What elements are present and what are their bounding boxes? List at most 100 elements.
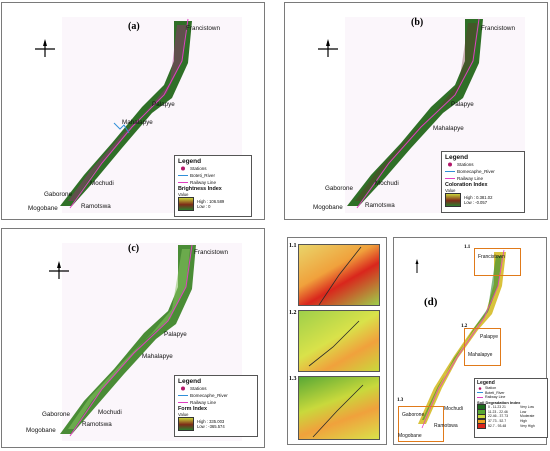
city-mogobane-b: Mogobane: [313, 204, 343, 211]
city-mogobane-c: Mogobane: [26, 427, 56, 434]
inset-1-3-label: 1.3: [289, 376, 297, 382]
city-francistown-c: Francistown: [194, 249, 228, 256]
city-mahalapye-d: Mahalapye: [468, 352, 493, 358]
legend-c-river: Bomecaphe_River: [178, 393, 228, 398]
legend-b-ramp: [445, 193, 461, 207]
city-gaborone-b: Gaborone: [325, 185, 354, 192]
north-arrow-d: [410, 258, 424, 276]
legend-d-class-range: 11.23 - 22.46: [488, 409, 508, 414]
legend-b: Legend Stations Bomecaphe_River Railway …: [441, 151, 525, 213]
zoom-box-1-3-label: 1.3: [397, 398, 404, 403]
panel-d-label: (d): [424, 296, 438, 308]
zoom-box-1-3: [398, 406, 444, 442]
zoom-box-1-2-label: 1.2: [461, 324, 468, 329]
city-palapye-a: Palapye: [152, 101, 175, 108]
legend-a-value: Value: [178, 192, 189, 197]
legend-a-river: Boteti_River: [178, 173, 216, 178]
city-gaborone-a: Gaborone: [44, 191, 73, 198]
legend-d-class-label: Very High: [520, 424, 535, 429]
legend-c-railway: Railway Line: [178, 400, 217, 405]
legend-c-title: Legend: [178, 378, 202, 385]
city-francistown-a: Francistown: [186, 25, 220, 32]
city-francistown-b: Francistown: [481, 25, 515, 32]
city-mochudi-c: Mochudi: [98, 409, 122, 416]
legend-a-stations: Stations: [178, 165, 248, 172]
legend-d-class-range: 52.7 - 93.48: [488, 424, 507, 429]
north-arrow-b: [315, 37, 341, 61]
legend-b-value: Value: [445, 188, 456, 193]
panel-d-insets: 1.1 1.2 1.3: [287, 237, 387, 445]
panel-c: (c) Francistown Palapye Mahalapye Mochud…: [1, 228, 265, 448]
legend-d-railway: Railway Line: [477, 395, 506, 400]
legend-d-index: Soil Degradation Index: [477, 399, 521, 405]
legend-a-index: Brightness Index: [178, 186, 222, 192]
city-mochudi-b: Mochudi: [375, 180, 399, 187]
city-mahalapye-b: Mahalapye: [433, 125, 464, 132]
legend-d-classes: 0 - 11.23 21 Very Low 11.23 - 22.46 Low 22.4…: [477, 404, 545, 429]
city-mochudi-a: Mochudi: [90, 180, 114, 187]
city-ramotswa-b: Ramotswa: [365, 202, 395, 209]
legend-d-station: Station: [477, 386, 545, 391]
legend-b-low: Low : -0.057: [464, 200, 488, 205]
legend-d-river: Boteti_River: [477, 390, 505, 395]
city-gaborone-c: Gaborone: [42, 411, 71, 418]
legend-c-index: Form Index: [178, 406, 208, 412]
city-mahalapye-c: Mahalapye: [142, 353, 173, 360]
legend-d-class-range: 22.46 - 37.73: [488, 414, 508, 419]
legend-d-class-label: Very Low: [520, 404, 534, 409]
city-mochudi-d: Mochudi: [444, 406, 463, 412]
city-palapye-b: Palapye: [451, 101, 474, 108]
zoom-box-1-1: [474, 248, 521, 276]
city-mogobane-d: Mogobane: [398, 433, 422, 439]
zoom-box-1-2: [464, 328, 501, 366]
north-arrow-a: [32, 37, 58, 61]
city-mogobane-a: Mogobane: [28, 205, 58, 212]
city-mahalapye-a: Mahalapye: [122, 119, 153, 126]
legend-b-high: High : 0.381.02: [464, 195, 493, 200]
panel-a-label: (a): [128, 21, 140, 32]
legend-b-stations: Stations: [445, 161, 521, 168]
city-ramotswa-d: Ramotswa: [434, 423, 458, 429]
panel-a: (a) Francistown Palapye Mahalapye Mochud…: [1, 2, 265, 220]
legend-a: Legend Stations Boteti_River Railway Lin…: [174, 155, 252, 217]
legend-a-high: High : 106.589: [197, 199, 225, 204]
city-ramotswa-a: Ramotswa: [81, 203, 111, 210]
city-ramotswa-c: Ramotswa: [82, 421, 112, 428]
city-palapye-c: Palapye: [164, 331, 187, 338]
inset-1-1: [298, 244, 380, 306]
legend-d-class-swatch: [477, 423, 486, 429]
legend-b-railway: Railway Line: [445, 176, 484, 181]
legend-d-class-label: Moderate: [520, 414, 535, 419]
inset-1-2-label: 1.2: [289, 310, 297, 316]
panel-c-label: (c): [128, 243, 140, 254]
legend-c-stations: Stations: [178, 385, 254, 392]
legend-d-class-row: 52.7 - 93.48 Very High: [477, 423, 545, 429]
legend-a-low: Low : 0: [197, 204, 211, 209]
legend-a-ramp: [178, 197, 194, 211]
city-palapye-d: Palapye: [480, 334, 499, 340]
legend-c-ramp: [178, 417, 194, 431]
panel-b-label: (b): [411, 17, 424, 28]
legend-c-value: Value: [178, 412, 189, 417]
legend-d-class-label: High: [520, 419, 527, 424]
city-francistown-d: Francistown: [478, 254, 505, 260]
panel-d: (d) 1.1 1.2 1.3 Francistown Palapye Maha…: [393, 237, 548, 445]
legend-c-high: High : 335.003: [197, 419, 225, 424]
legend-b-title: Legend: [445, 154, 469, 161]
zoom-box-1-1-label: 1.1: [464, 245, 471, 250]
legend-b-index: Coloration Index: [445, 182, 488, 188]
legend-c-low: Low : -365.574: [197, 424, 225, 429]
legend-d-class-range: 0 - 11.23 21: [488, 404, 506, 409]
inset-1-2: [298, 310, 380, 372]
legend-d: Legend Station Boteti_River Railway Line…: [474, 378, 548, 438]
legend-a-railway: Railway Line: [178, 180, 217, 185]
legend-d-class-label: Low: [520, 409, 527, 414]
map-d-graphic: [418, 249, 506, 429]
legend-a-title: Legend: [178, 158, 202, 165]
legend-d-class-range: 37.73 - 52.7: [488, 419, 507, 424]
map-a-graphic: [60, 17, 242, 213]
legend-c: Legend Stations Bomecaphe_River Railway …: [174, 375, 258, 437]
legend-d-title: Legend: [477, 380, 495, 386]
panel-b: (b) Francistown Palapye Mahalapye Mochud…: [284, 2, 548, 220]
city-gaborone-d: Gaborone: [402, 412, 425, 418]
